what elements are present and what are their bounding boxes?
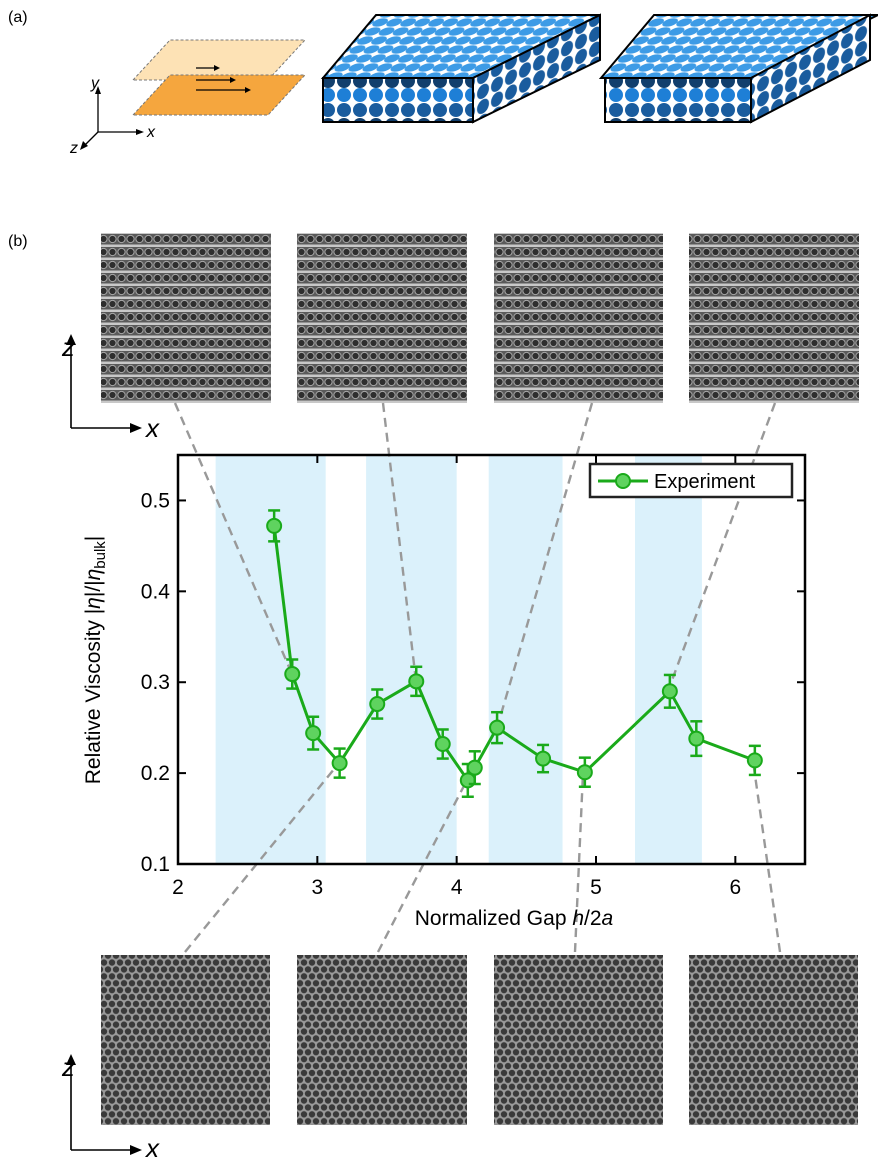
- micrograph-row: [101, 955, 858, 1125]
- plot: [215, 455, 702, 864]
- axis-letter: x: [146, 124, 156, 141]
- x-tick-label: 6: [729, 876, 741, 899]
- legend-label: Experiment: [654, 471, 756, 493]
- shaded-band: [366, 455, 457, 864]
- x-tick-label: 5: [590, 876, 602, 899]
- crystal-box: [320, 13, 601, 124]
- y-tick-label: 0.4: [141, 580, 171, 603]
- shaded-band: [635, 455, 702, 864]
- x-axis-label: Normalized Gap h/2a: [415, 907, 613, 930]
- panel-label: (b): [8, 233, 28, 250]
- data-point: [746, 752, 763, 769]
- label-part: Normalized Gap: [415, 907, 573, 930]
- data-point: [576, 764, 593, 781]
- y-axis-label: Relative Viscosity |η|/|ηbulk|: [82, 536, 109, 785]
- y-tick-label: 0.5: [141, 489, 170, 512]
- axis-letter: x: [144, 1133, 160, 1157]
- label-part: |: [82, 536, 105, 541]
- data-point: [369, 696, 386, 713]
- shaded-band: [488, 455, 563, 864]
- micrograph-row: [101, 233, 859, 403]
- label-part: h: [572, 907, 584, 930]
- data-point: [331, 755, 348, 772]
- x-tick-label: 3: [311, 876, 323, 899]
- axis-letter: x: [144, 413, 160, 443]
- x-tick-label: 4: [451, 876, 463, 899]
- legend-marker: [615, 473, 631, 489]
- data-point: [305, 725, 322, 742]
- inset-axes: [70, 340, 134, 1151]
- label-part: /2: [584, 907, 602, 930]
- plot-foreground: 2 3 4 5 6 0.1 0.2 0.3 0.4 0.5 Experiment: [141, 453, 807, 899]
- data-point: [434, 736, 451, 753]
- y-tick-label: 0.2: [141, 762, 170, 785]
- axis-letter: y: [90, 75, 100, 92]
- data-point: [466, 759, 483, 776]
- label-part: η: [82, 597, 105, 609]
- label-part: Relative Viscosity |: [82, 609, 105, 784]
- shaded-band: [215, 455, 326, 864]
- label-part: |/|: [82, 580, 105, 597]
- plot-frame: [176, 453, 807, 866]
- data-point: [661, 683, 678, 700]
- data-point: [489, 719, 506, 736]
- connectors: [173, 402, 782, 953]
- data-point: [266, 517, 283, 534]
- data-point: [284, 666, 301, 683]
- shear-plates: [80, 39, 307, 150]
- panel-label: (a): [8, 9, 28, 26]
- inset-arrowheads: [66, 334, 142, 1155]
- data-point: [688, 730, 705, 747]
- y-tick-label: 0.3: [141, 671, 170, 694]
- y-tick-label: 0.1: [141, 853, 170, 876]
- axis-letter: z: [61, 332, 75, 362]
- axis-letter: z: [61, 1052, 75, 1082]
- label-part: a: [602, 907, 614, 930]
- data-point: [459, 772, 476, 789]
- x-tick-label: 2: [172, 876, 184, 899]
- data-point: [535, 750, 552, 767]
- crystal-box: [598, 13, 878, 124]
- axis-letter: z: [69, 140, 78, 157]
- label-part: bulk: [92, 541, 109, 569]
- label-part: η: [82, 569, 105, 581]
- data-point: [408, 673, 425, 690]
